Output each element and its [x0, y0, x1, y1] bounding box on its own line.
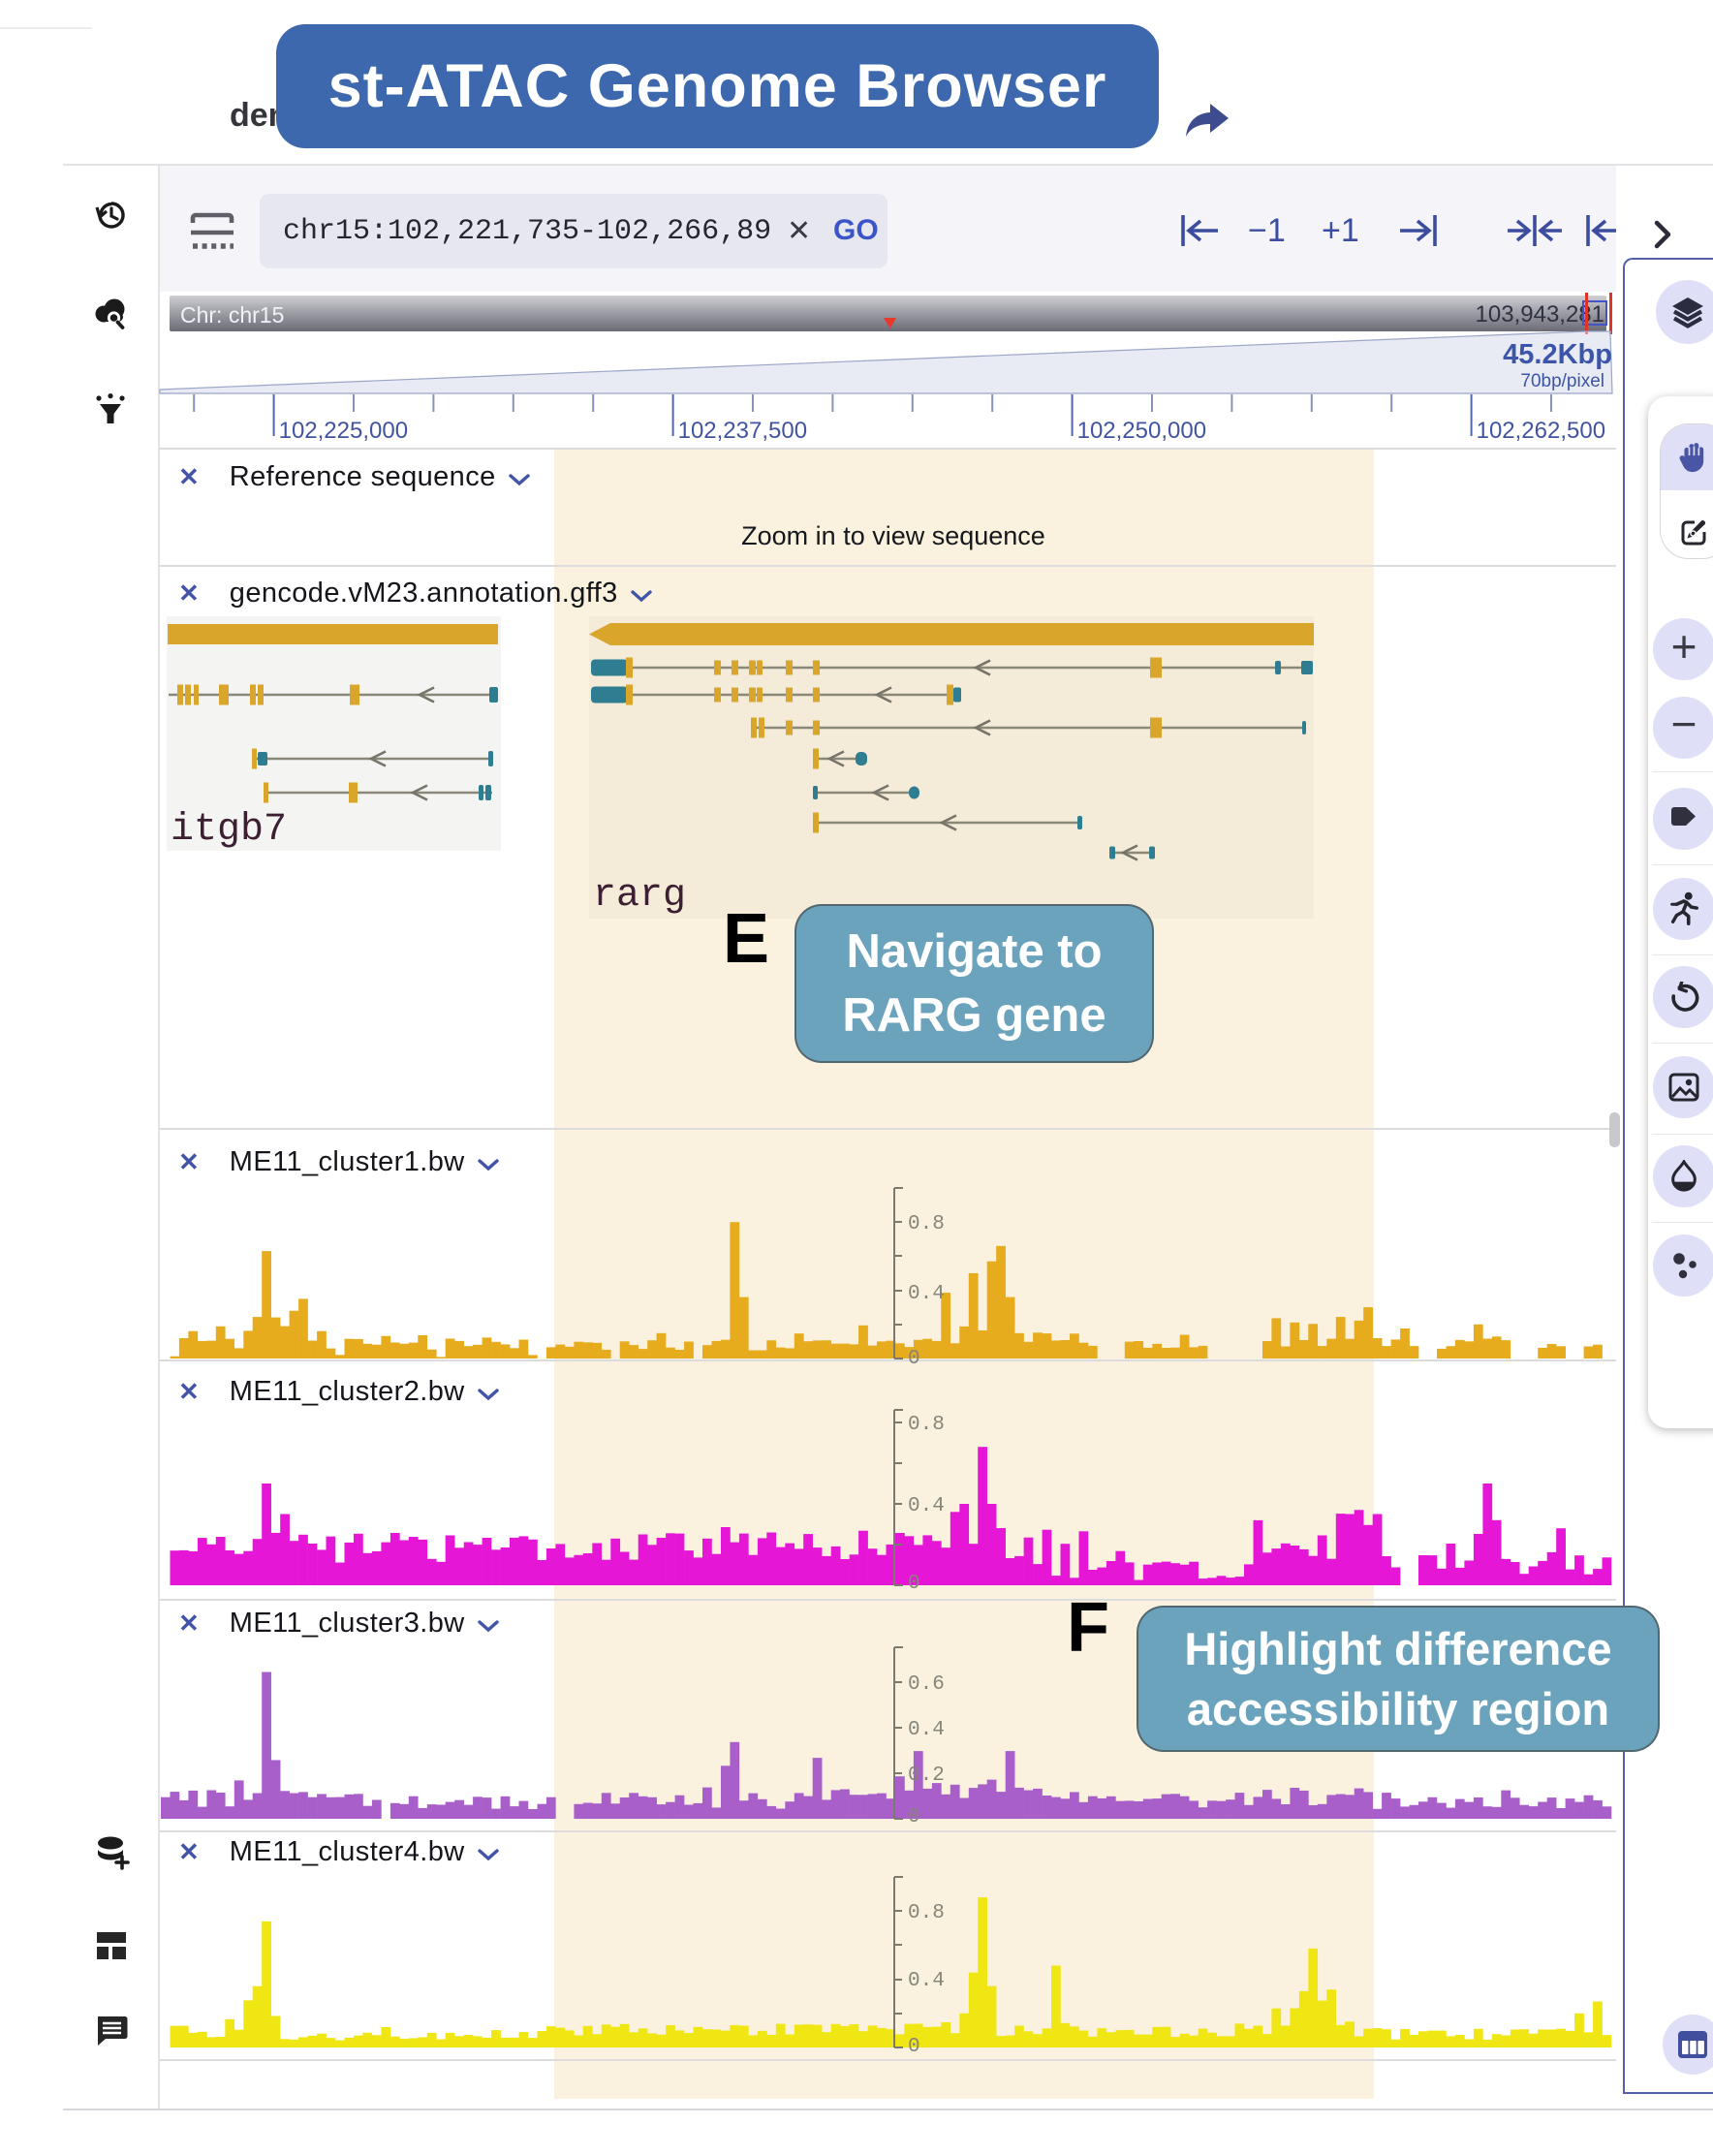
svg-text:0.8: 0.8	[908, 1213, 945, 1235]
svg-text:0.2: 0.2	[908, 1765, 945, 1787]
svg-text:0.8: 0.8	[908, 1902, 945, 1924]
svg-text:102,250,000: 102,250,000	[1077, 418, 1206, 444]
svg-text:102,262,500: 102,262,500	[1477, 418, 1605, 444]
svg-text:0.4: 0.4	[908, 1283, 945, 1305]
svg-text:0: 0	[908, 1348, 920, 1370]
svg-text:0.4: 0.4	[908, 1719, 945, 1741]
svg-text:0.6: 0.6	[908, 1673, 945, 1696]
svg-text:0: 0	[908, 2036, 920, 2058]
svg-text:102,237,500: 102,237,500	[678, 418, 807, 444]
svg-text:0.4: 0.4	[908, 1970, 945, 1992]
svg-text:0: 0	[908, 1573, 920, 1595]
svg-text:102,225,000: 102,225,000	[279, 418, 408, 444]
svg-text:0: 0	[908, 1806, 920, 1828]
svg-text:0.4: 0.4	[908, 1495, 945, 1517]
svg-text:0.8: 0.8	[908, 1414, 945, 1436]
